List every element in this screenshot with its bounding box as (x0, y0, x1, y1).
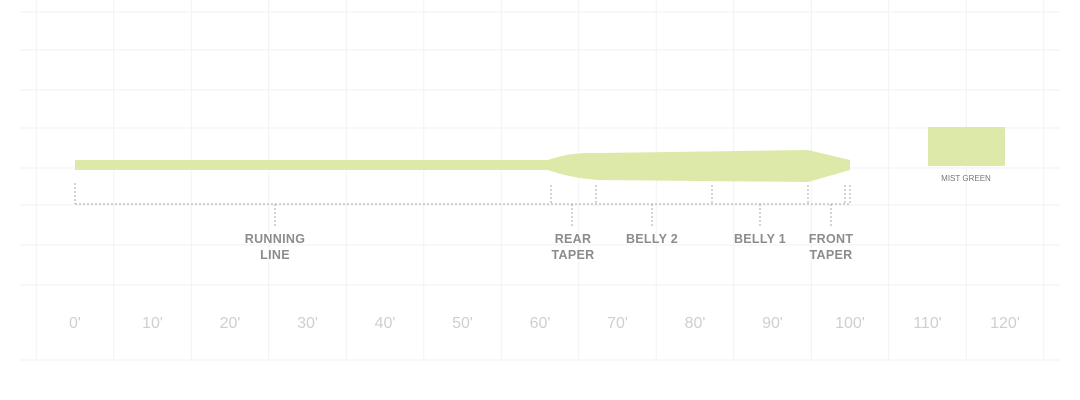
tick-label: 30' (297, 315, 318, 332)
tick-label: 10' (142, 315, 163, 332)
tick-label: 40' (375, 315, 396, 332)
distance-axis: 0' 10' 20' 30' 40' 50' 60' 70' 80' 90' 100' 110' 120… (69, 315, 1020, 332)
segment-label: FRONT (809, 232, 854, 246)
tick-label: 20' (220, 315, 241, 332)
segment-label: TAPER (810, 248, 853, 262)
tick-label: 120' (990, 315, 1020, 332)
segment-label: REAR (555, 232, 592, 246)
tick-label: 100' (835, 315, 865, 332)
tick-label: 50' (452, 315, 473, 332)
tick-label: 80' (685, 315, 706, 332)
segment-label: BELLY 2 (626, 232, 678, 246)
tick-label: 60' (530, 315, 551, 332)
tick-label: 110' (913, 315, 942, 332)
segment-label: TAPER (552, 248, 595, 262)
fly-line-profile (75, 150, 850, 182)
tick-label: 90' (762, 315, 783, 332)
segment-label: LINE (260, 248, 290, 262)
segment-labels: RUNNING LINE REAR TAPER BELLY 2 BELLY 1 FRONT T… (245, 232, 854, 262)
swatch-label: MIST GREEN (941, 174, 991, 183)
segment-label: RUNNING (245, 232, 305, 246)
segment-label: BELLY 1 (734, 232, 786, 246)
color-swatch (928, 127, 1005, 166)
tick-label: 0' (69, 315, 81, 332)
bracket (74, 183, 851, 228)
tick-label: 70' (607, 315, 628, 332)
background-grid (20, 0, 1060, 361)
